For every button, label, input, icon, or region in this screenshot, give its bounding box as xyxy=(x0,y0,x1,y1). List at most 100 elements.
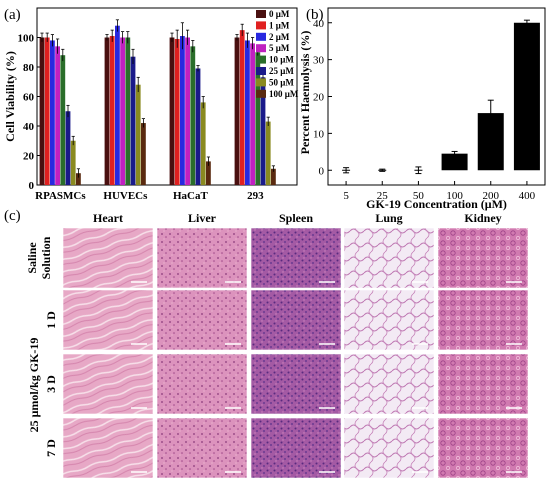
bar-HUVECs-6 xyxy=(135,84,141,185)
bar-293-4 xyxy=(255,52,261,185)
bar-100 xyxy=(441,153,468,171)
y-axis-label: Percent Haemolysis (%) xyxy=(298,31,312,155)
legend-swatch xyxy=(256,32,266,41)
bar-HaCaT-2 xyxy=(180,36,185,186)
micrograph-liver-row3 xyxy=(156,417,248,479)
bar-293-5 xyxy=(260,77,266,185)
bar-RPASMCs-6 xyxy=(70,140,76,185)
legend-swatch xyxy=(256,55,266,64)
bar-HaCaT-1 xyxy=(174,38,180,185)
bar-HaCaT-4 xyxy=(190,46,196,185)
micrograph-lung-row1 xyxy=(343,289,435,351)
category-label: 293 xyxy=(247,190,264,202)
category-label: RPASMCs xyxy=(35,190,86,202)
category-label: HUVECs xyxy=(103,190,148,202)
micrograph-spleen-row0 xyxy=(250,227,342,289)
bar-293-3 xyxy=(250,43,255,186)
panel-a-label: (a) xyxy=(4,7,21,23)
micrograph-spleen-row3 xyxy=(250,417,342,479)
y-tick-label: 40 xyxy=(23,121,35,133)
y-tick-label: 0 xyxy=(29,180,35,192)
legend-swatch xyxy=(256,78,266,87)
y-tick-label: 0 xyxy=(319,165,325,177)
bar-HUVECs-5 xyxy=(130,56,136,185)
micrograph-liver-row1 xyxy=(156,289,248,351)
bar-HaCaT-5 xyxy=(195,68,201,185)
row-label-line: Saline xyxy=(25,242,39,274)
bar-RPASMCs-7 xyxy=(76,173,81,185)
legend-label: 100 μM xyxy=(269,89,299,99)
micrograph-lung-row3 xyxy=(343,417,435,479)
column-header-heart: Heart xyxy=(93,211,123,225)
legend-label: 5 μM xyxy=(269,43,290,53)
column-header-liver: Liver xyxy=(188,211,217,225)
y-tick-label: 100 xyxy=(18,33,35,45)
bar-HaCaT-7 xyxy=(206,161,211,185)
bar-HaCaT-3 xyxy=(185,37,190,185)
micrograph-kidney-row3 xyxy=(437,417,529,479)
bar-400 xyxy=(513,22,540,171)
row-label-2: 3 D xyxy=(44,375,58,393)
legend-label: 1 μM xyxy=(269,20,290,30)
bar-293-1 xyxy=(239,30,245,185)
bar-RPASMCs-1 xyxy=(44,37,50,185)
bar-293-7 xyxy=(271,168,276,185)
bar-RPASMCs-3 xyxy=(55,46,60,185)
y-tick-label: 60 xyxy=(23,92,35,104)
bar-293-2 xyxy=(245,40,250,186)
column-header-spleen: Spleen xyxy=(279,211,313,225)
legend-swatch xyxy=(256,21,266,30)
column-header-kidney: Kidney xyxy=(464,211,501,225)
legend-label: 2 μM xyxy=(269,32,290,42)
bar-HUVECs-3 xyxy=(120,37,125,185)
legend-label: 10 μM xyxy=(269,55,294,65)
x-tick-label: 400 xyxy=(519,190,536,202)
legend-swatch xyxy=(256,44,266,53)
histology-grid: Heart Liver Spleen Lung Kidney SalineSolution… xyxy=(25,211,529,479)
bar-HUVECs-0 xyxy=(104,37,110,185)
bar-HUVECs-2 xyxy=(115,25,120,186)
bar-293-6 xyxy=(265,121,271,185)
row-label-line: Solution xyxy=(39,236,53,279)
x-tick-label: 200 xyxy=(483,190,500,202)
micrograph-heart-row3 xyxy=(62,417,154,479)
bar-RPASMCs-2 xyxy=(50,40,55,186)
bar-HUVECs-4 xyxy=(125,37,131,185)
micrograph-liver-row2 xyxy=(156,353,248,415)
micrograph-heart-row0 xyxy=(62,227,154,289)
micrograph-spleen-row1 xyxy=(250,289,342,351)
micrograph-lung-row0 xyxy=(343,227,435,289)
column-header-lung: Lung xyxy=(375,211,402,225)
bar-HUVECs-1 xyxy=(109,36,115,186)
bar-293-0 xyxy=(234,37,240,185)
micrograph-kidney-row2 xyxy=(437,353,529,415)
row-label-3: 7 D xyxy=(44,439,58,457)
group-label: 25 μmol/kg GK-19 xyxy=(27,338,41,433)
row-label-saline: SalineSolution xyxy=(25,236,53,279)
bar-RPASMCs-5 xyxy=(65,111,71,185)
x-tick-label: 50 xyxy=(413,190,425,202)
micrograph-heart-row1 xyxy=(62,289,154,351)
panel-b-label: (b) xyxy=(306,7,324,23)
chart-b-frame xyxy=(327,7,546,186)
category-label: HaCaT xyxy=(173,190,209,202)
legend-label: 25 μM xyxy=(269,66,294,76)
bar-HaCaT-0 xyxy=(169,37,175,185)
y-tick-label: 20 xyxy=(23,151,35,163)
bar-HaCaT-6 xyxy=(200,102,206,185)
row-label-1: 1 D xyxy=(44,311,58,329)
micrograph-heart-row2 xyxy=(62,353,154,415)
legend-label: 0 μM xyxy=(269,9,290,19)
x-tick-label: 25 xyxy=(377,190,389,202)
micrograph-lung-row2 xyxy=(343,353,435,415)
x-tick-label: 5 xyxy=(343,190,349,202)
legend-swatch xyxy=(256,10,266,18)
y-tick-label: 80 xyxy=(23,62,35,74)
bar-RPASMCs-0 xyxy=(39,37,45,185)
panel-c-label: (c) xyxy=(4,208,21,224)
y-tick-label: 20 xyxy=(313,92,325,104)
bar-HUVECs-7 xyxy=(141,123,146,185)
